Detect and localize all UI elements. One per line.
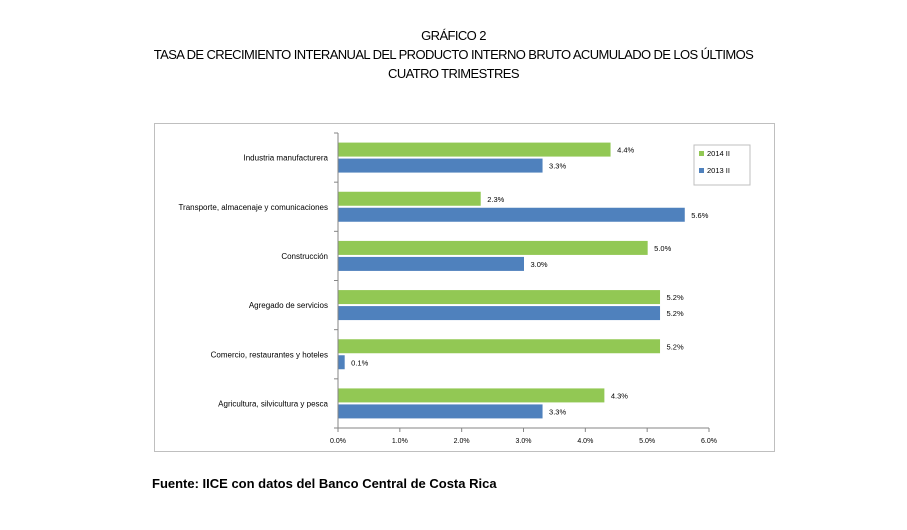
- data-label: 2.3%: [487, 195, 504, 204]
- x-tick-label: 4.0%: [577, 438, 593, 445]
- x-tick-label: 3.0%: [516, 438, 532, 445]
- data-label: 4.4%: [617, 146, 634, 155]
- bar: [338, 306, 661, 321]
- legend-label: 2013 II: [707, 166, 730, 175]
- data-label: 3.0%: [531, 260, 548, 269]
- data-label: 5.6%: [691, 211, 708, 220]
- data-label: 5.2%: [667, 309, 684, 318]
- bar: [338, 355, 345, 370]
- x-tick-label: 5.0%: [639, 438, 655, 445]
- bar: [338, 158, 543, 173]
- bar: [338, 207, 685, 222]
- category-label: Industria manufacturera: [244, 154, 329, 163]
- x-tick-label: 2.0%: [454, 438, 470, 445]
- x-tick-label: 1.0%: [392, 438, 408, 445]
- legend-swatch: [699, 168, 704, 173]
- chart-title-line-2: CUATRO TRIMESTRES: [388, 66, 519, 81]
- data-label: 5.2%: [667, 342, 684, 351]
- category-label: Transporte, almacenaje y comunicaciones: [178, 203, 328, 212]
- bar: [338, 256, 524, 271]
- legend-swatch: [699, 151, 704, 156]
- data-label: 5.0%: [654, 244, 671, 253]
- category-label: Comercio, restaurantes y hoteles: [211, 350, 328, 359]
- data-label: 5.2%: [667, 293, 684, 302]
- data-label: 3.3%: [549, 407, 566, 416]
- bar: [338, 240, 648, 255]
- bar: [338, 142, 611, 157]
- figure-label: GRÁFICO 2: [421, 28, 486, 43]
- category-label: Construcción: [281, 252, 328, 261]
- bar: [338, 290, 661, 305]
- legend-label: 2014 II: [707, 149, 730, 158]
- x-tick-label: 6.0%: [701, 438, 717, 445]
- chart-title-line-1: TASA DE CRECIMIENTO INTERANUAL DEL PRODU…: [153, 47, 754, 62]
- category-label: Agricultura, silvicultura y pesca: [218, 399, 328, 408]
- data-label: 0.1%: [351, 358, 368, 367]
- x-tick-label: 0.0%: [330, 438, 346, 445]
- source-note: Fuente: IICE con datos del Banco Central…: [152, 476, 497, 491]
- bar: [338, 191, 481, 206]
- bar: [338, 388, 605, 403]
- chart-title-block: GRÁFICO 2 TASA DE CRECIMIENTO INTERANUAL…: [0, 26, 907, 83]
- bar: [338, 339, 661, 354]
- data-label: 3.3%: [549, 162, 566, 171]
- category-label: Agregado de servicios: [249, 301, 328, 310]
- data-label: 4.3%: [611, 391, 628, 400]
- bar: [338, 404, 543, 419]
